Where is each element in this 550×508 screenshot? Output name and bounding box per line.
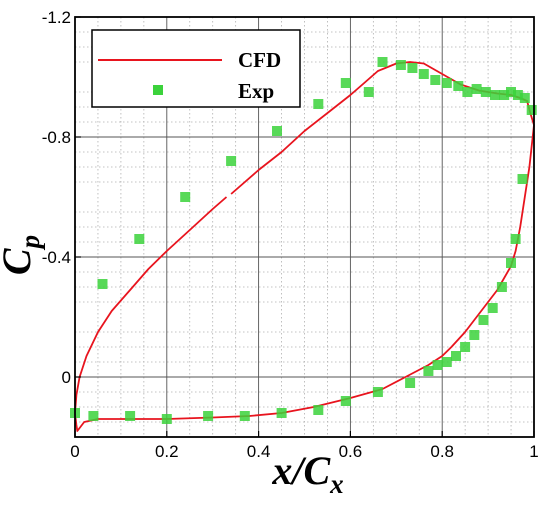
exp-data-point — [432, 360, 443, 370]
exp-data-point — [276, 408, 287, 418]
plot-frame — [74, 16, 535, 438]
exp-data-point — [340, 396, 351, 406]
exp-data-point — [526, 105, 537, 115]
legend-cfd-label: CFD — [238, 48, 281, 72]
x-tick-label: 0.4 — [247, 442, 271, 461]
cfd-line-segment-1 — [74, 196, 228, 414]
exp-data-point — [517, 174, 528, 184]
y-axis-title: Cp — [0, 235, 45, 275]
exp-data-point — [372, 387, 383, 397]
exp-data-point — [512, 90, 523, 100]
exp-data-point — [478, 315, 489, 325]
exp-data-point — [487, 303, 498, 313]
exp-data-point — [180, 192, 191, 202]
y-tick-label: -1.2 — [42, 8, 71, 27]
exp-data-point — [441, 357, 452, 367]
exp-data-point — [480, 87, 491, 97]
exp-data-point — [340, 78, 351, 88]
y-tick-label: -0.8 — [42, 128, 71, 147]
x-tick-label: 1 — [529, 442, 538, 461]
plot-area-border — [74, 16, 535, 438]
y-tick-label: -0.4 — [42, 248, 71, 267]
axis-ticks: 0 0.2 0.4 0.6 0.8 1 -1.2 -0.8 -0.4 0 — [42, 8, 539, 461]
exp-data-point — [405, 378, 416, 388]
exp-data-point — [423, 366, 434, 376]
exp-data-point — [272, 126, 282, 136]
x-tick-label: 0.8 — [430, 442, 454, 461]
exp-data-point — [313, 99, 324, 109]
exp-data-point — [395, 60, 406, 70]
exp-data-point — [418, 69, 429, 79]
exp-data-point — [462, 87, 473, 97]
exp-data-point — [499, 90, 510, 100]
exp-data-point — [430, 75, 441, 85]
exp-data-point — [506, 87, 516, 97]
exp-data-point — [134, 234, 145, 244]
exp-data-point — [203, 411, 214, 421]
x-axis-title-main: x/C — [271, 448, 331, 493]
exp-data-point — [313, 405, 324, 415]
exp-data-point — [363, 87, 374, 97]
x-axis-title-sub: x — [329, 469, 344, 499]
exp-data-point — [510, 234, 521, 244]
exp-data-point — [451, 351, 461, 361]
x-axis-title: x/Cx — [271, 448, 343, 499]
legend-exp-swatch — [153, 85, 163, 95]
y-axis-title-sub: p — [15, 235, 45, 251]
exp-data-point — [88, 411, 99, 421]
legend-exp-label: Exp — [238, 79, 274, 103]
exp-data-point — [519, 93, 530, 103]
legend: CFD Exp — [91, 29, 301, 108]
exp-data-point — [471, 84, 482, 94]
exp-data-point — [161, 414, 172, 424]
y-axis-title-main: C — [0, 247, 39, 275]
exp-data-point — [506, 258, 516, 268]
exp-data-point — [407, 63, 418, 73]
y-tick-label: 0 — [62, 368, 71, 387]
exp-data-point — [490, 90, 500, 100]
legend-box — [91, 29, 301, 108]
x-tick-label: 0.6 — [339, 442, 363, 461]
exp-data-point — [441, 78, 452, 88]
exp-data-point — [496, 282, 507, 292]
exp-data-point — [377, 57, 388, 67]
x-tick-label: 0.2 — [155, 442, 179, 461]
series-layer — [70, 57, 537, 432]
exp-data-point — [97, 279, 108, 289]
exp-data-point — [469, 330, 480, 340]
exp-data-point — [239, 411, 250, 421]
x-tick-label: 0 — [70, 442, 79, 461]
exp-data-point — [226, 156, 237, 166]
exp-data-point — [125, 411, 136, 421]
exp-data-point — [453, 81, 464, 91]
exp-data-point — [460, 342, 471, 352]
